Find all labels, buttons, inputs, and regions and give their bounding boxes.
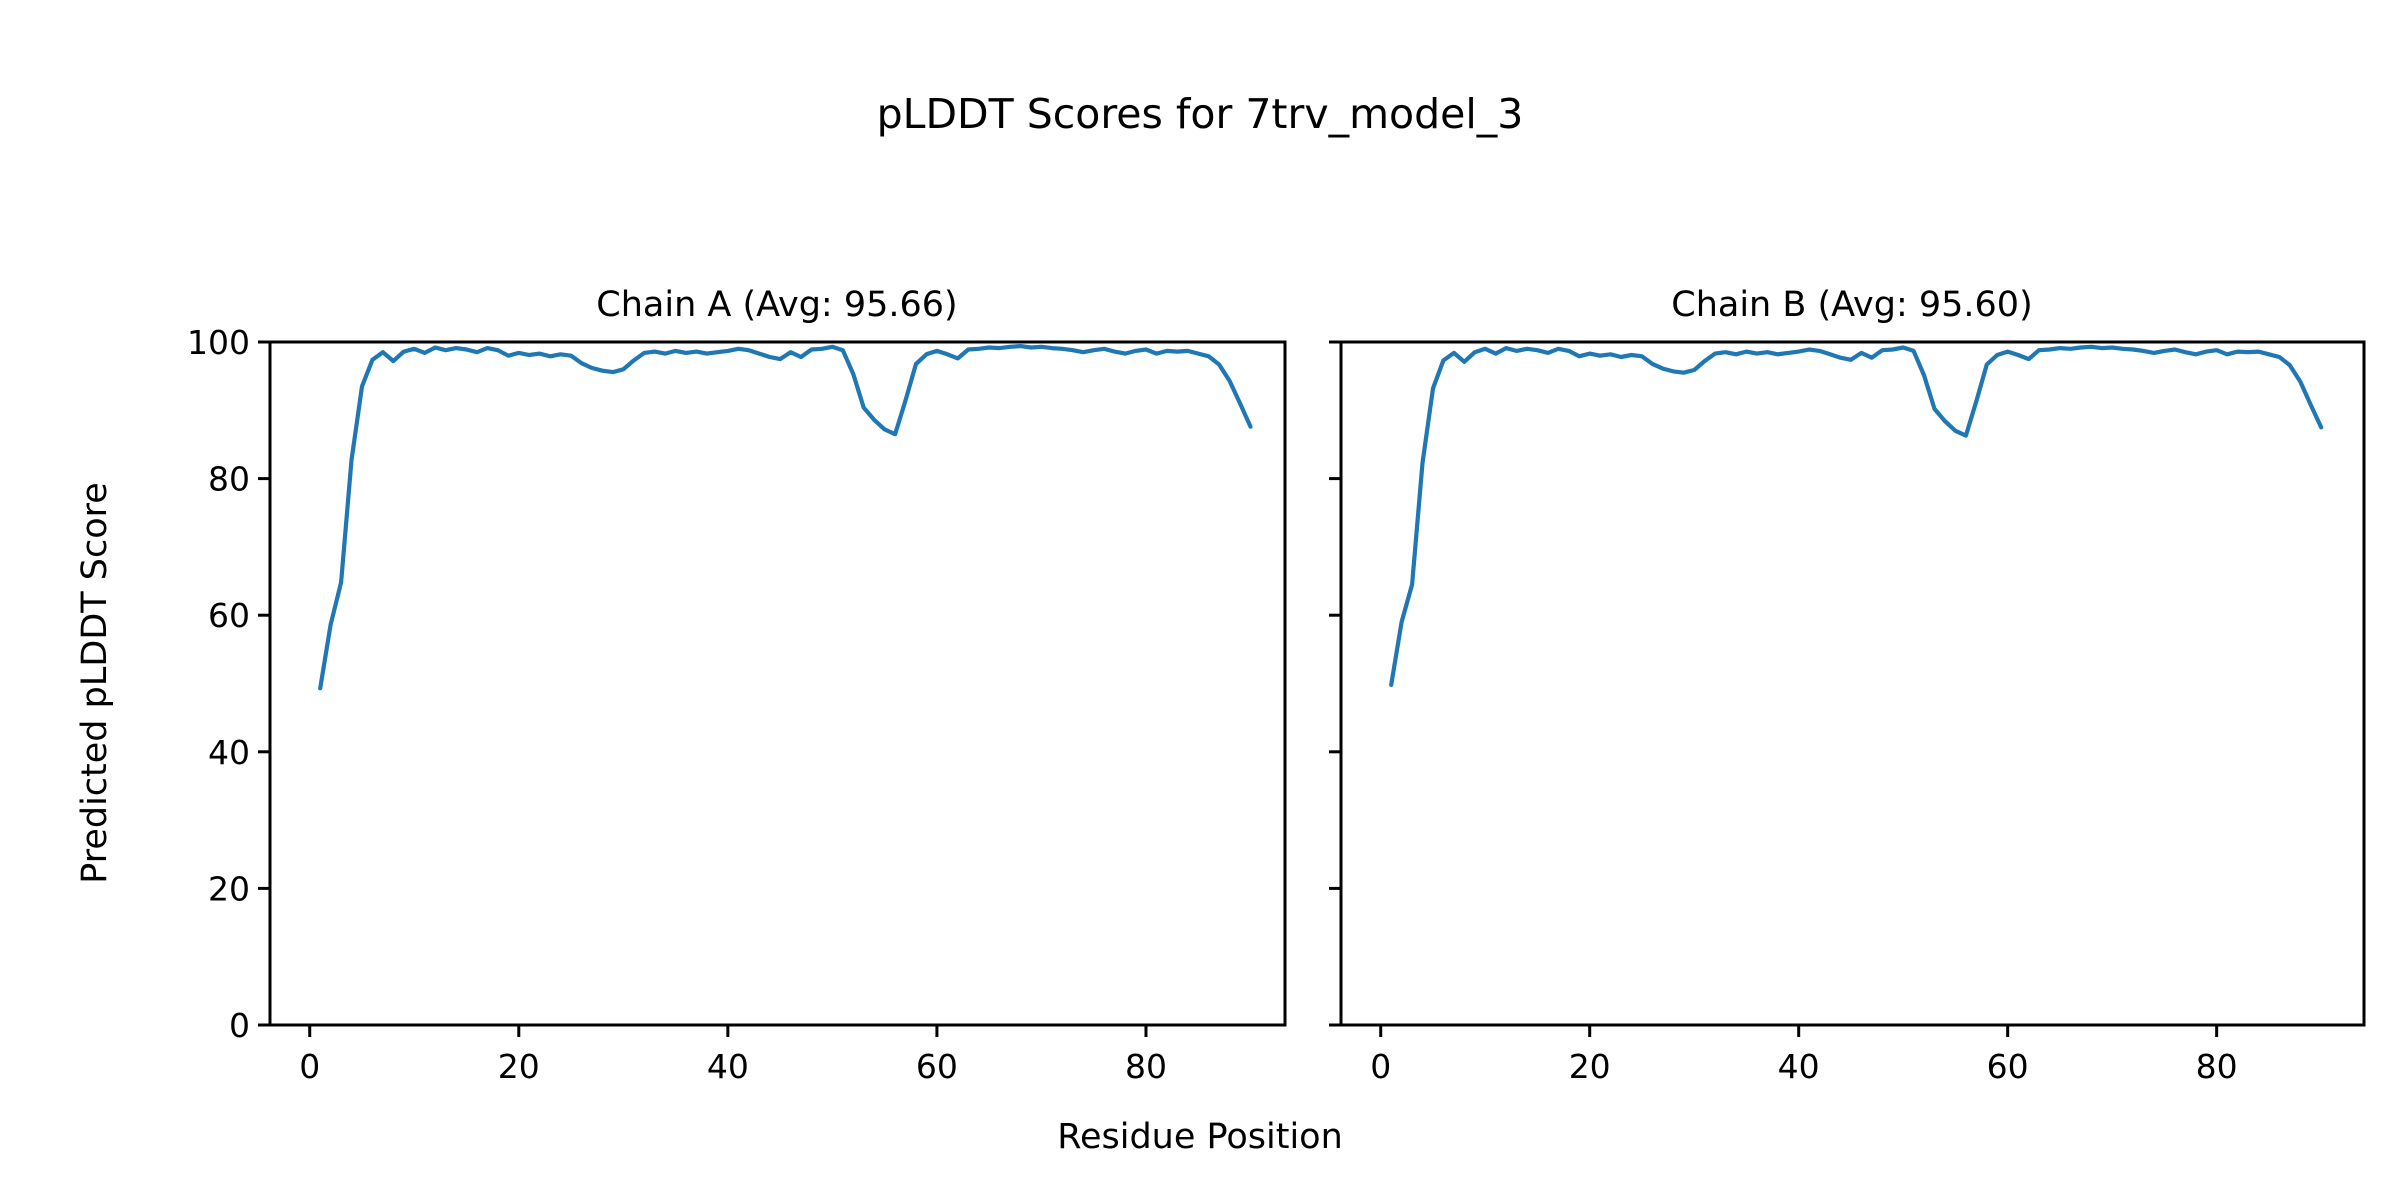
y-tick-label: 0 bbox=[229, 1006, 250, 1045]
x-tick-label: 20 bbox=[1569, 1047, 1611, 1086]
y-tick-label: 20 bbox=[208, 869, 250, 908]
x-tick-label: 40 bbox=[1778, 1047, 1820, 1086]
chain-b-subplot: 0 20 40 60 80 bbox=[1329, 340, 2366, 1086]
x-axis-label: Residue Position bbox=[1057, 1117, 1343, 1157]
x-tick-label: 60 bbox=[916, 1047, 958, 1086]
subplot-title-chain-b: Chain B (Avg: 95.60) bbox=[1671, 285, 2032, 325]
x-tick-label: 80 bbox=[1125, 1047, 1167, 1086]
plddt-line-chain-b bbox=[1389, 344, 2324, 688]
chain-a-subplot: 0 20 40 60 80 0 20 40 60 80 100 bbox=[187, 323, 1287, 1086]
axes-spines bbox=[268, 340, 1287, 1027]
y-tick-label: 40 bbox=[208, 733, 250, 772]
y-axis-label: Predicted pLDDT Score bbox=[75, 482, 115, 884]
x-tick-label: 40 bbox=[707, 1047, 749, 1086]
x-tick-label: 80 bbox=[2196, 1047, 2238, 1086]
y-tick-label: 80 bbox=[208, 460, 250, 499]
subplot-title-chain-a: Chain A (Avg: 95.66) bbox=[596, 285, 957, 325]
y-tick-label: 60 bbox=[208, 596, 250, 635]
figure-title: pLDDT Scores for 7trv_model_3 bbox=[877, 90, 1524, 138]
x-tick-label: 20 bbox=[498, 1047, 540, 1086]
x-tick-label: 60 bbox=[1987, 1047, 2029, 1086]
plddt-line-chain-a bbox=[318, 344, 1253, 691]
y-tick-label: 100 bbox=[187, 323, 250, 362]
x-tick-label: 0 bbox=[1370, 1047, 1391, 1086]
axes-spines bbox=[1339, 340, 2366, 1027]
x-tick-label: 0 bbox=[299, 1047, 320, 1086]
